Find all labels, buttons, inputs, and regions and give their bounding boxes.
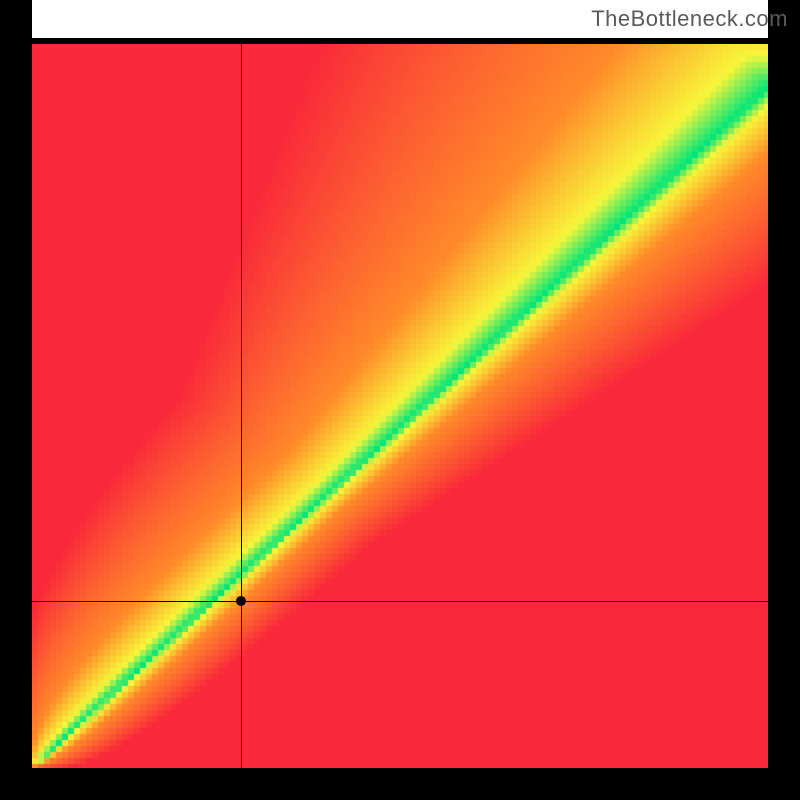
watermark-text: TheBottleneck.com	[591, 6, 788, 32]
crosshair-vertical	[241, 44, 242, 768]
frame-left	[0, 0, 32, 800]
frame-right	[768, 0, 800, 800]
frame-bottom	[0, 768, 800, 800]
crosshair-horizontal	[32, 601, 768, 602]
crosshair-marker	[236, 596, 246, 606]
plot-area	[32, 44, 768, 768]
heatmap-canvas	[32, 44, 768, 768]
chart-container: TheBottleneck.com	[0, 0, 800, 800]
